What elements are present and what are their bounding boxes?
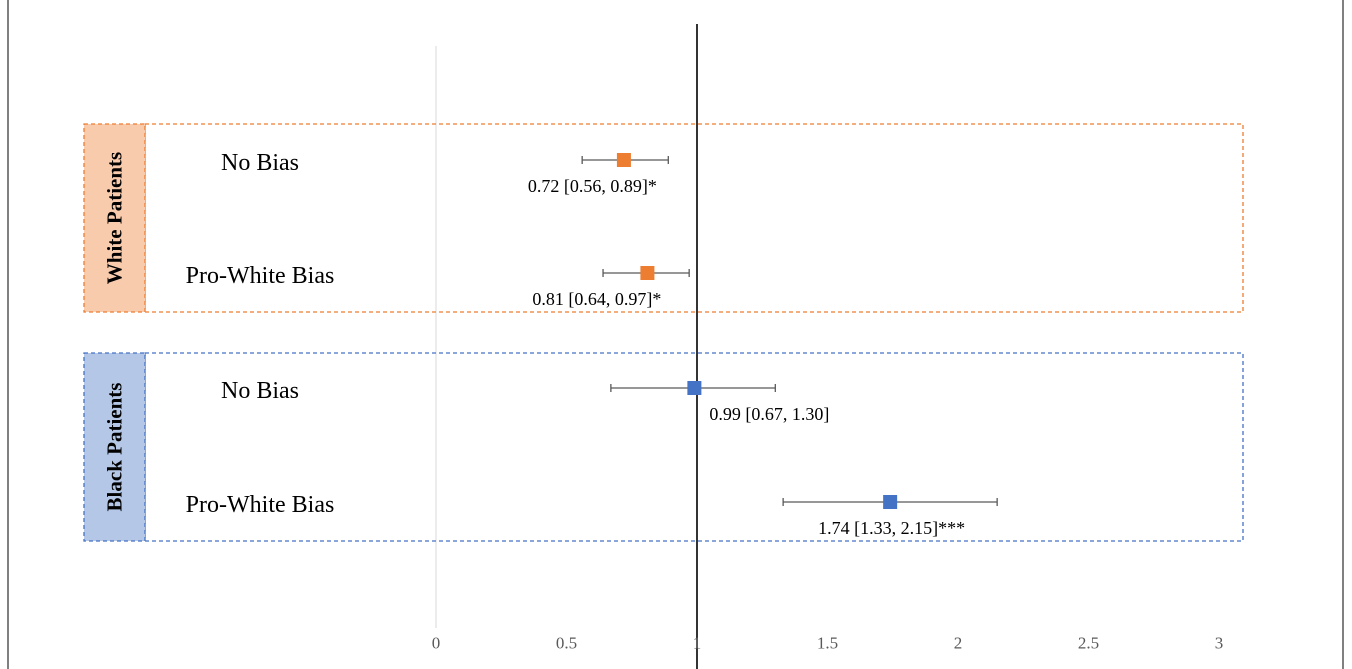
group-label: White Patients: [103, 152, 127, 284]
row-label: Pro-White Bias: [186, 263, 335, 289]
group-tab: [83, 123, 146, 313]
estimate-annotation: 0.99 [0.67, 1.30]: [709, 404, 829, 424]
estimate-marker: [687, 381, 702, 395]
estimate-annotation: 0.81 [0.64, 0.97]*: [532, 289, 661, 309]
x-tick-label: 0: [432, 634, 441, 653]
estimate-annotation: 0.72 [0.56, 0.89]*: [528, 176, 657, 196]
x-tick-label: 2.5: [1078, 634, 1099, 653]
group-label: Black Patients: [103, 383, 127, 512]
x-tick-label: 1.5: [817, 634, 838, 653]
estimate-marker: [616, 153, 631, 167]
x-tick-label: 0.5: [556, 634, 577, 653]
row-label: No Bias: [221, 150, 299, 176]
estimate-annotation: 1.74 [1.33, 2.15]***: [818, 518, 965, 538]
x-tick-label: 1: [693, 634, 702, 653]
x-tick-label: 3: [1215, 634, 1224, 653]
x-tick-label: 2: [954, 634, 963, 653]
row-label: No Bias: [221, 378, 299, 404]
row-label: Pro-White Bias: [186, 492, 335, 518]
group-tab: [83, 352, 146, 542]
estimate-marker: [640, 266, 655, 280]
estimate-marker: [883, 495, 898, 509]
